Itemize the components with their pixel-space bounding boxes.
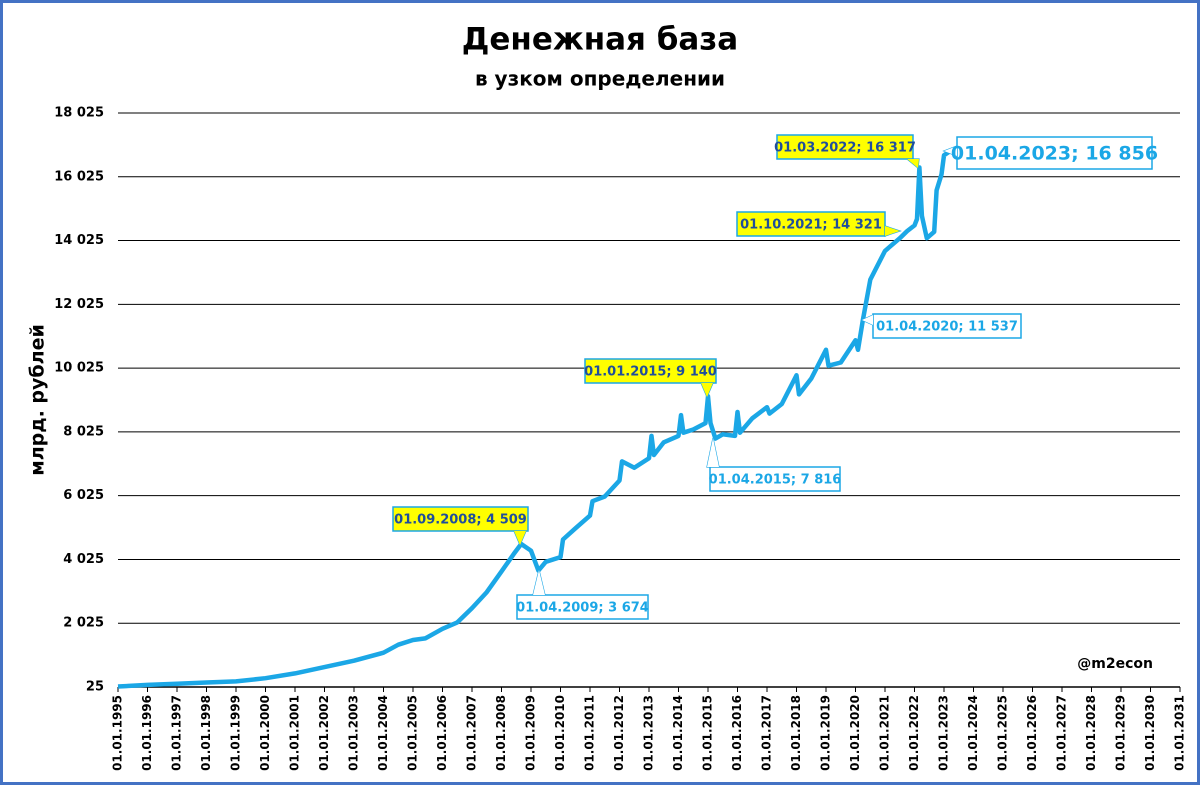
chart-title: Денежная база xyxy=(462,22,738,58)
callout-label: 01.04.2023; 16 856 xyxy=(951,143,1158,165)
x-tick-label: 01.01.2031 xyxy=(1173,695,1187,771)
x-tick-label: 01.01.2025 xyxy=(996,695,1010,771)
y-tick-label: 8 025 xyxy=(63,424,104,439)
x-tick-label: 01.01.2027 xyxy=(1055,695,1069,771)
y-tick-label: 12 025 xyxy=(54,297,104,312)
callout-label: 01.09.2008; 4 509 xyxy=(394,513,527,528)
callout-seam xyxy=(707,438,719,467)
callout: 01.04.2009; 3 674 xyxy=(516,569,649,620)
x-tick-label: 01.01.2009 xyxy=(524,695,538,771)
y-tick-label: 18 025 xyxy=(54,106,104,121)
x-tick-label: 01.01.2014 xyxy=(671,695,685,771)
watermark: @m2econ xyxy=(1077,656,1153,672)
y-tick-label: 4 025 xyxy=(63,552,104,567)
x-tick-label: 01.01.2008 xyxy=(494,695,508,771)
callout: 01.09.2008; 4 509 xyxy=(392,506,529,547)
x-tick-label: 01.01.2026 xyxy=(1025,695,1039,771)
y-tick-label: 16 025 xyxy=(54,169,104,184)
callout-seam xyxy=(907,159,919,168)
callout-label: 01.04.2015; 7 816 xyxy=(709,473,842,488)
data-line xyxy=(117,148,953,689)
callout: 01.10.2021; 14 321 xyxy=(736,211,902,237)
x-tick-label: 01.01.1996 xyxy=(140,695,154,771)
callout-seam xyxy=(533,570,545,595)
x-tick-label: 01.01.2005 xyxy=(406,695,420,771)
callout-box xyxy=(776,134,914,160)
x-tick-label: 01.01.1995 xyxy=(111,695,125,771)
x-tick-label: 01.01.2018 xyxy=(789,695,803,771)
x-tick-label: 01.01.2004 xyxy=(376,695,390,771)
x-tick-label: 01.01.2016 xyxy=(730,695,744,771)
x-tick-label: 01.01.1998 xyxy=(199,695,213,771)
x-tick-label: 01.01.2021 xyxy=(878,695,892,771)
callout: 01.04.2015; 7 816 xyxy=(706,437,842,492)
chart-subtitle: в узком определении xyxy=(475,67,725,91)
x-tick-label: 01.01.1997 xyxy=(170,695,184,771)
callout-box xyxy=(392,506,529,532)
callout: 01.01.2015; 9 140 xyxy=(584,358,717,399)
y-tick-label: 14 025 xyxy=(54,233,104,248)
x-tick-label: 01.01.2013 xyxy=(642,695,656,771)
x-tick-label: 01.01.2012 xyxy=(612,695,626,771)
x-tick-label: 01.01.2006 xyxy=(435,695,449,771)
x-tick-label: 01.01.2001 xyxy=(288,695,302,771)
callout: 01.03.2022; 16 317 xyxy=(774,134,920,170)
callout-box xyxy=(709,466,841,492)
x-tick-label: 01.01.2029 xyxy=(1114,695,1128,771)
x-tick-label: 01.01.2030 xyxy=(1143,695,1157,771)
x-tick-label: 01.01.2028 xyxy=(1084,695,1098,771)
callout-label: 01.10.2021; 14 321 xyxy=(740,218,882,233)
x-tick-label: 01.01.2023 xyxy=(937,695,951,771)
callout-seam xyxy=(514,531,526,545)
callout: 01.04.2023; 16 856 xyxy=(942,136,1158,170)
x-tick-label: 01.01.2002 xyxy=(317,695,331,771)
callout-box xyxy=(872,313,1022,339)
callout-box xyxy=(956,136,1153,170)
x-tick-label: 01.01.2019 xyxy=(819,695,833,771)
callout-box xyxy=(516,594,649,620)
y-tick-label: 10 025 xyxy=(54,361,104,376)
x-tick-label: 01.01.1999 xyxy=(229,695,243,771)
x-tick-label: 01.01.2024 xyxy=(966,695,980,771)
x-tick-label: 01.01.2003 xyxy=(347,695,361,771)
callout-seam xyxy=(885,226,900,236)
y-axis-label: млрд. рублей xyxy=(27,324,49,476)
x-tick-label: 01.01.2010 xyxy=(553,695,567,771)
callout-label: 01.01.2015; 9 140 xyxy=(584,365,717,380)
y-tick-label: 25 xyxy=(86,680,104,695)
x-tick-label: 01.01.2007 xyxy=(465,695,479,771)
callout-seam xyxy=(862,315,873,325)
x-tick-label: 01.01.2015 xyxy=(701,695,715,771)
callout-box xyxy=(584,358,717,384)
callout: 01.04.2020; 11 537 xyxy=(860,313,1022,339)
callout-label: 01.04.2020; 11 537 xyxy=(876,320,1018,335)
y-tick-label: 6 025 xyxy=(63,488,104,503)
x-tick-label: 01.01.2011 xyxy=(583,695,597,771)
x-tick-label: 01.01.2020 xyxy=(848,695,862,771)
x-tick-label: 01.01.2017 xyxy=(760,695,774,771)
callout-box xyxy=(736,211,886,237)
callout-label: 01.04.2009; 3 674 xyxy=(516,601,649,616)
x-tick-label: 01.01.2022 xyxy=(907,695,921,771)
x-tick-label: 01.01.2000 xyxy=(258,695,272,771)
callout-seam xyxy=(944,146,957,156)
callout-seam xyxy=(701,383,713,397)
callout-label: 01.03.2022; 16 317 xyxy=(774,141,916,156)
y-tick-label: 2 025 xyxy=(63,616,104,631)
